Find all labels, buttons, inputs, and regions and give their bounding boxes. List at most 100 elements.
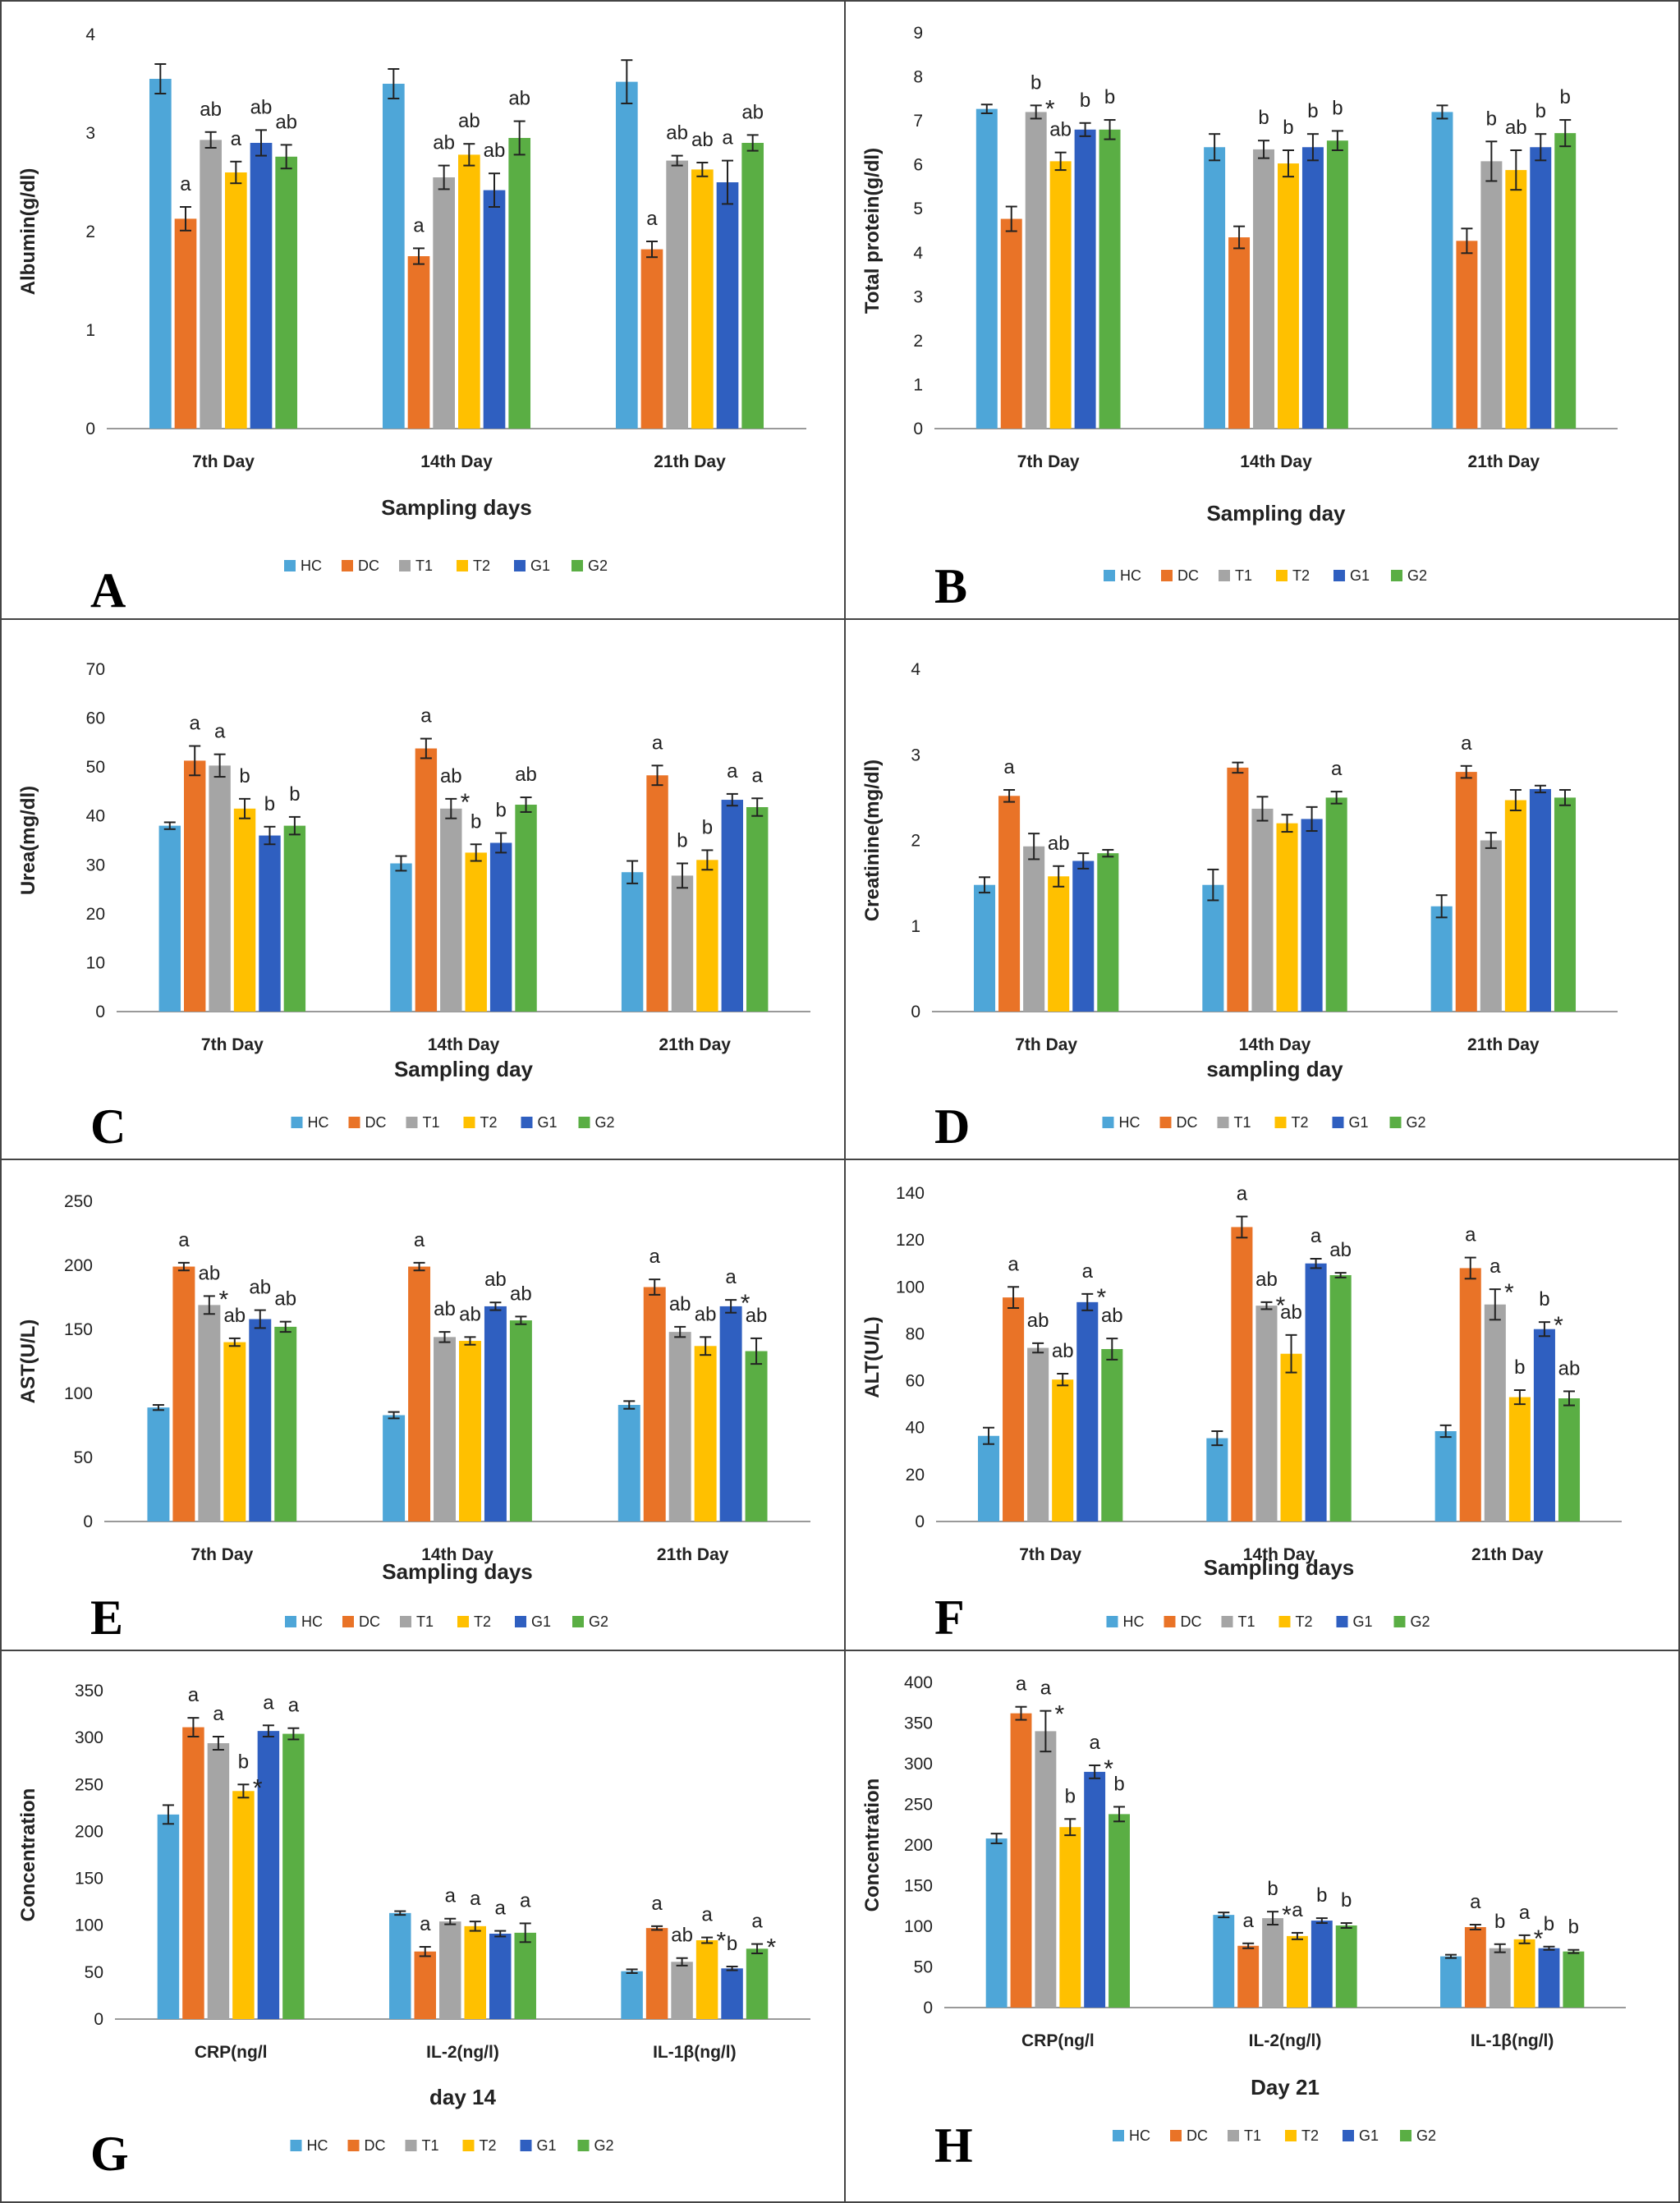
bar <box>509 1320 532 1521</box>
legend-label: T2 <box>480 1114 498 1131</box>
legend-label: T1 <box>1244 2127 1261 2144</box>
significance-label: b <box>1316 1884 1327 1907</box>
significance-label: a <box>495 1898 507 1920</box>
y-tick-label: 0 <box>923 1999 933 2017</box>
y-tick-label: 150 <box>904 1877 933 1896</box>
legend-label: G2 <box>1411 1613 1430 1630</box>
y-tick-label: 4 <box>85 25 95 44</box>
legend-swatch <box>515 1616 526 1627</box>
bar <box>149 79 172 429</box>
legend-swatch <box>1113 2130 1124 2141</box>
legend-swatch <box>290 2140 302 2151</box>
bar <box>407 256 430 429</box>
significance-star: * <box>741 1290 750 1317</box>
panel-c: 0 10 20 30 40 50 60 70 Urea(mg/dl) a a b b b 7th Day a a… <box>0 618 846 1160</box>
significance-label: ab <box>440 765 462 787</box>
y-tick-label: 120 <box>896 1231 925 1250</box>
legend-label: T2 <box>1292 1114 1309 1131</box>
legend-label: T2 <box>480 2137 497 2154</box>
bar <box>1099 129 1121 429</box>
bar <box>1563 1951 1585 2008</box>
bar <box>1049 161 1072 429</box>
significance-star: * <box>253 1774 263 1801</box>
x-tick-label: 14th Day <box>1239 1035 1311 1054</box>
panel-e: 0 50 100 150 200 250 AST(U/L) a ab ab ab ab 7th Day a… <box>0 1159 846 1651</box>
significance-label: a <box>520 1889 531 1912</box>
y-axis-title: AST(U/L) <box>17 1320 39 1404</box>
legend-label: G2 <box>594 2137 614 2154</box>
legend-label: G1 <box>1350 567 1370 584</box>
legend-label: T2 <box>474 1613 491 1630</box>
legend-swatch <box>399 560 411 571</box>
bar <box>223 1342 246 1521</box>
y-tick-label: 350 <box>75 1682 103 1700</box>
bar <box>508 138 531 429</box>
y-tick-label: 2 <box>913 332 923 351</box>
bar <box>1480 161 1503 429</box>
y-tick-label: 50 <box>86 758 105 777</box>
legend-swatch <box>1161 570 1173 581</box>
y-tick-label: 40 <box>906 1419 925 1438</box>
legend-label: DC <box>1181 1613 1202 1630</box>
significance-star: * <box>1054 1701 1064 1728</box>
bar <box>257 1731 280 2019</box>
significance-label: a <box>214 721 226 743</box>
bar <box>147 1407 170 1521</box>
y-axis-title: Urea(mg/dl) <box>17 786 39 895</box>
bar <box>1253 149 1274 429</box>
significance-star: * <box>218 1286 228 1313</box>
bar <box>1504 800 1526 1012</box>
y-tick-label: 250 <box>904 1796 933 1815</box>
y-tick-label: 2 <box>85 223 95 241</box>
significance-label: ab <box>1027 1310 1049 1332</box>
bar <box>439 1921 461 2019</box>
bar <box>1000 218 1022 429</box>
significance-label: a <box>190 713 201 735</box>
bar <box>1003 1297 1025 1521</box>
significance-label: b <box>1544 1913 1554 1935</box>
significance-label: a <box>752 764 764 787</box>
bar <box>415 748 438 1012</box>
legend-swatch <box>347 2140 360 2151</box>
y-tick-label: 80 <box>906 1324 925 1343</box>
legend-label: G1 <box>1349 1114 1369 1131</box>
bar <box>1035 1731 1057 2008</box>
bar <box>1227 767 1249 1012</box>
y-tick-label: 5 <box>913 200 923 218</box>
y-tick-label: 200 <box>904 1836 933 1855</box>
legend-swatch <box>1228 2130 1239 2141</box>
bar <box>1533 1329 1555 1521</box>
legend-swatch <box>571 560 583 571</box>
bar <box>389 1912 411 2019</box>
significance-label: b <box>495 800 506 822</box>
significance-label: b <box>702 816 713 838</box>
significance-label: b <box>1030 71 1041 94</box>
x-tick-label: 7th Day <box>192 452 255 471</box>
significance-label: a <box>1016 1673 1027 1696</box>
x-axis-title: day 14 <box>429 2085 496 2109</box>
panel-a: 0 1 2 3 4 Albumin(g/dl) a ab a ab ab 7th Day a ab ab ab… <box>0 0 846 620</box>
legend-label: G1 <box>530 558 550 574</box>
significance-label: b <box>1307 100 1318 122</box>
bar <box>621 1971 643 2019</box>
bar <box>741 143 764 429</box>
y-tick-label: 60 <box>906 1372 925 1391</box>
legend-label: DC <box>1187 2127 1208 2144</box>
significance-label: a <box>722 127 733 149</box>
significance-label: ab <box>1101 1305 1123 1327</box>
significance-label: b <box>1341 1889 1352 1912</box>
x-tick-label: 21th Day <box>657 1545 729 1564</box>
bar <box>259 835 281 1012</box>
significance-label: ab <box>484 1269 507 1291</box>
bar <box>746 806 769 1012</box>
legend-swatch <box>1285 2130 1297 2141</box>
significance-label: b <box>1258 107 1269 129</box>
legend-swatch <box>521 1117 533 1128</box>
bar <box>975 108 998 429</box>
significance-star: * <box>1504 1279 1514 1306</box>
bar <box>1262 1918 1283 2008</box>
bar <box>1508 1397 1531 1521</box>
bar <box>174 218 197 429</box>
bar <box>745 1351 768 1521</box>
